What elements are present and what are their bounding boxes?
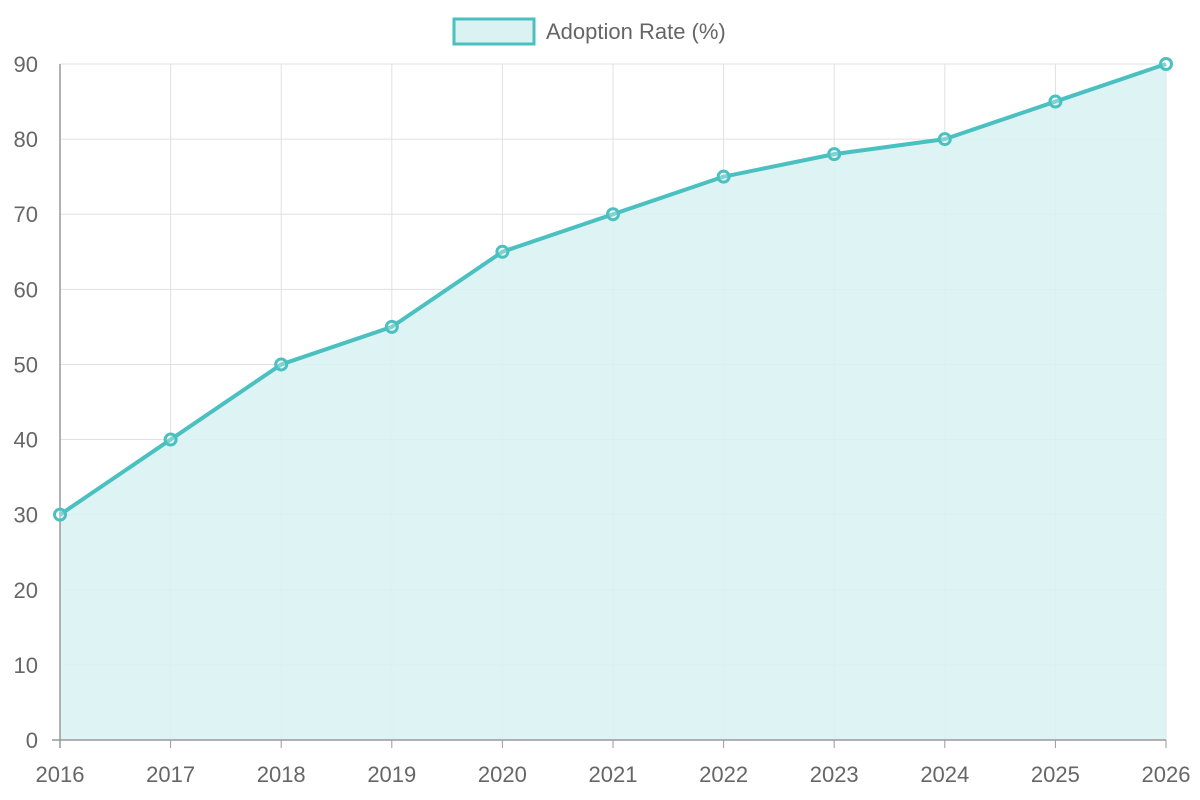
x-tick-label: 2019: [367, 762, 416, 787]
data-point[interactable]: [53, 507, 67, 522]
y-tick-label: 70: [14, 202, 38, 227]
y-tick-label: 60: [14, 277, 38, 302]
x-tick-label: 2017: [146, 762, 195, 787]
x-tick-label: 2026: [1142, 762, 1191, 787]
x-tick-label: 2022: [699, 762, 748, 787]
y-axis-ticks: 0 10 20 30 40 50 60 70 80 90: [14, 52, 38, 753]
area-fill: [60, 64, 1166, 740]
x-tick-label: 2018: [257, 762, 306, 787]
data-point[interactable]: [1159, 57, 1173, 71]
data-point[interactable]: [163, 432, 178, 447]
legend[interactable]: Adoption Rate (%): [452, 17, 726, 46]
x-tick-label: 2025: [1031, 762, 1080, 787]
legend-label[interactable]: Adoption Rate (%): [546, 19, 726, 44]
y-tick-label: 10: [14, 653, 38, 678]
data-point[interactable]: [1048, 94, 1063, 109]
data-point[interactable]: [606, 207, 620, 222]
data-point[interactable]: [495, 244, 510, 259]
axes: [52, 64, 1167, 748]
data-point[interactable]: [274, 357, 289, 372]
y-tick-label: 90: [14, 52, 38, 77]
series-line-path: [58, 62, 1167, 517]
series-line: [58, 62, 1167, 517]
data-point[interactable]: [716, 169, 731, 184]
x-tick-label: 2020: [478, 762, 527, 787]
data-point[interactable]: [827, 147, 842, 162]
y-tick-label: 0: [26, 728, 38, 753]
y-tick-label: 30: [14, 503, 38, 528]
data-points: [53, 57, 1173, 522]
legend-swatch[interactable]: [452, 17, 536, 46]
y-tick-label: 80: [14, 127, 38, 152]
area-path: [60, 64, 1166, 740]
y-tick-label: 40: [14, 428, 38, 453]
x-tick-label: 2023: [810, 762, 859, 787]
x-tick-label: 2021: [589, 762, 638, 787]
x-tick-label: 2024: [920, 762, 969, 787]
data-point[interactable]: [937, 132, 952, 147]
data-point[interactable]: [384, 319, 399, 334]
y-tick-label: 20: [14, 578, 38, 603]
x-tick-label: 2016: [36, 762, 85, 787]
y-tick-label: 50: [14, 352, 38, 377]
x-axis-ticks: 2016 2017 2018 2019 2020 2021 2022 2023 2024 2025…: [36, 762, 1191, 787]
